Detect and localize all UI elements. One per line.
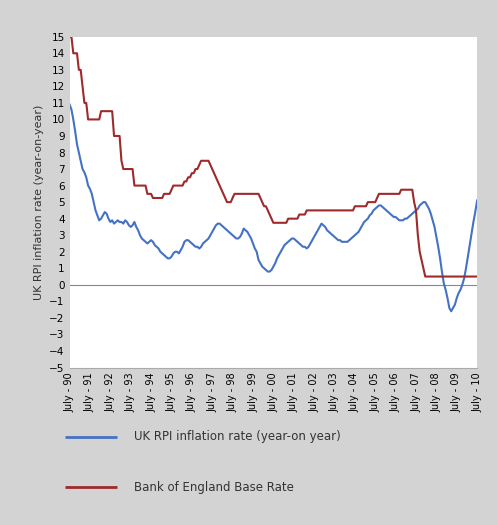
Y-axis label: UK RPI inflation rate (year-on-year): UK RPI inflation rate (year-on-year): [34, 104, 44, 300]
Text: UK RPI inflation rate (year-on year): UK RPI inflation rate (year-on year): [134, 430, 340, 443]
Text: Bank of England Base Rate: Bank of England Base Rate: [134, 481, 294, 494]
